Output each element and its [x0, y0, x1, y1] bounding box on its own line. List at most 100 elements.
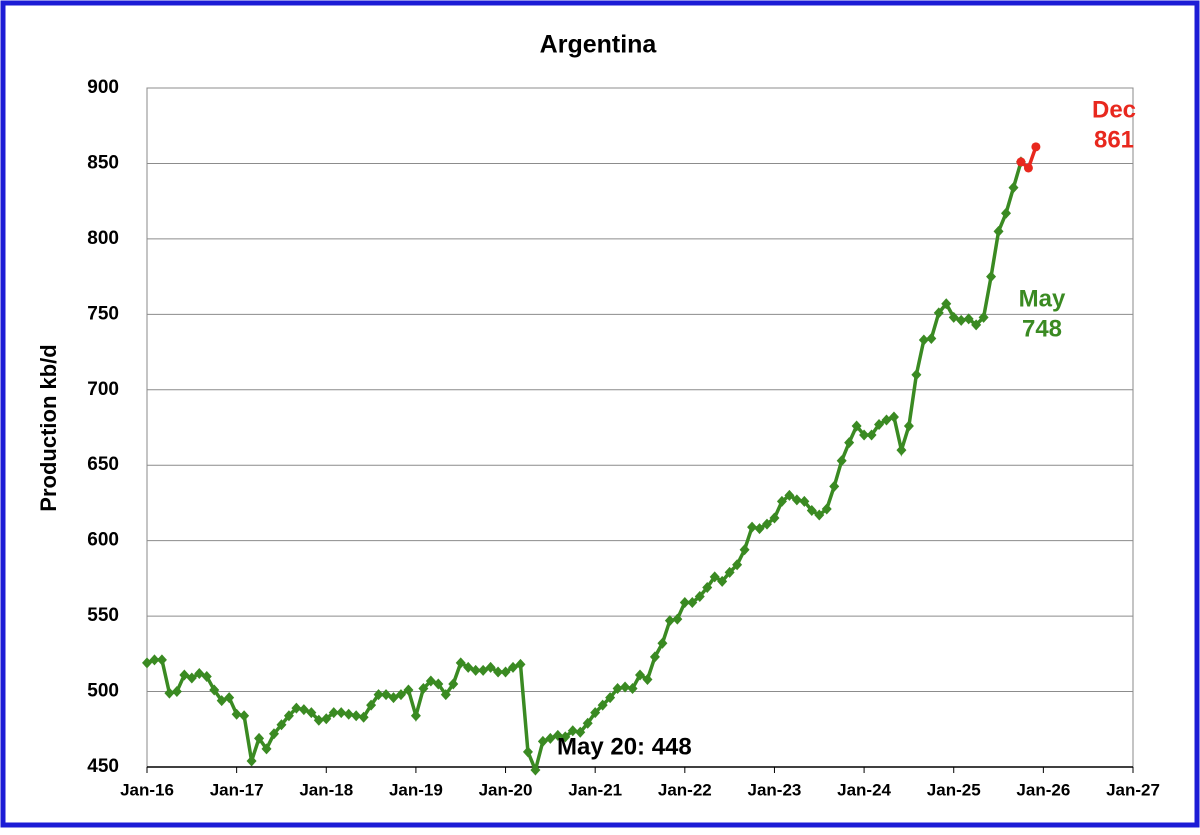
- y-tick-label: 550: [87, 605, 119, 626]
- y-tick-label: 850: [87, 152, 119, 173]
- annotation: Dec: [1092, 96, 1136, 123]
- point: [739, 544, 750, 556]
- point: [545, 732, 556, 744]
- x-tick-label: Jan-20: [479, 780, 533, 799]
- y-tick-label: 800: [87, 228, 119, 249]
- point: [732, 559, 743, 571]
- point: [575, 726, 586, 738]
- point: [231, 708, 242, 720]
- point: [956, 314, 967, 326]
- point: [941, 298, 952, 310]
- point: [1001, 207, 1012, 219]
- point: [239, 710, 250, 722]
- point: [283, 710, 294, 722]
- point: [171, 686, 182, 698]
- point: [784, 489, 795, 501]
- x-tick-label: Jan-24: [837, 780, 891, 799]
- x-tick-label: Jan-22: [658, 780, 712, 799]
- point: [635, 669, 645, 681]
- point: [1008, 182, 1019, 194]
- point: [709, 571, 720, 583]
- point: [903, 420, 914, 432]
- y-tick-label: 500: [87, 681, 119, 702]
- point: [918, 334, 929, 346]
- point: [336, 707, 347, 719]
- point: [620, 681, 631, 693]
- point: [455, 657, 466, 669]
- y-tick-label: 900: [87, 77, 119, 98]
- point: [664, 615, 675, 627]
- point: [433, 678, 444, 690]
- point: [612, 683, 623, 695]
- point: [321, 713, 332, 725]
- y-tick-label: 600: [87, 530, 119, 551]
- annotation: 748: [1022, 315, 1062, 342]
- point: [343, 708, 354, 720]
- point: [605, 692, 616, 704]
- x-tick-label: Jan-25: [927, 780, 981, 799]
- point: [373, 689, 384, 701]
- point: [911, 369, 922, 381]
- point: [410, 710, 421, 722]
- chart-title: Argentina: [540, 31, 658, 59]
- point: [627, 683, 638, 695]
- point: [881, 414, 892, 426]
- annotation: May 20: 448: [557, 733, 692, 760]
- y-tick-label: 650: [87, 454, 119, 475]
- point: [717, 575, 728, 587]
- point: [209, 684, 220, 696]
- point: [254, 732, 265, 744]
- x-tick-label: Jan-19: [389, 780, 443, 799]
- point: [201, 670, 212, 682]
- point: [358, 711, 369, 723]
- x-tick-label: Jan-16: [120, 780, 174, 799]
- point: [425, 675, 436, 687]
- point: [978, 311, 989, 323]
- point: [590, 707, 601, 719]
- point: [649, 651, 660, 663]
- point: [993, 225, 1004, 237]
- point: [769, 512, 780, 524]
- point: [754, 523, 765, 535]
- point: [149, 654, 160, 666]
- point: [478, 664, 489, 676]
- point: [844, 437, 855, 449]
- point: [440, 689, 451, 701]
- point: [224, 692, 235, 704]
- point: [1023, 163, 1033, 173]
- point: [567, 725, 578, 737]
- point: [142, 657, 152, 669]
- point: [896, 444, 907, 456]
- point: [522, 746, 533, 758]
- point: [672, 613, 683, 625]
- annotation: May: [1019, 285, 1066, 312]
- point: [246, 755, 257, 767]
- point: [351, 710, 362, 722]
- annotation: 861: [1094, 126, 1134, 153]
- point: [403, 684, 414, 696]
- point: [418, 683, 429, 695]
- point: [560, 731, 571, 743]
- point: [1016, 157, 1026, 167]
- point: [888, 411, 899, 423]
- x-tick-label: Jan-26: [1016, 780, 1070, 799]
- point: [276, 719, 287, 731]
- point: [485, 661, 496, 673]
- point: [724, 566, 735, 578]
- point: [776, 495, 787, 507]
- point: [261, 743, 272, 755]
- point: [851, 420, 862, 432]
- x-tick-label: Jan-23: [748, 780, 802, 799]
- point: [679, 597, 690, 609]
- x-tick-label: Jan-21: [568, 780, 622, 799]
- point: [747, 521, 758, 533]
- point: [268, 728, 279, 740]
- point: [761, 518, 772, 530]
- point: [582, 717, 593, 729]
- series-line: [146, 161, 1023, 776]
- point: [814, 509, 825, 521]
- point: [313, 714, 324, 726]
- point: [530, 764, 541, 776]
